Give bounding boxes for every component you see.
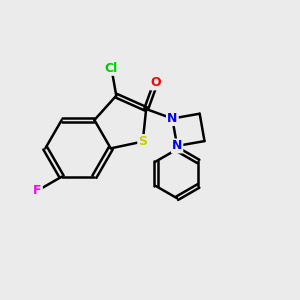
Text: F: F [33,184,42,197]
Text: N: N [167,112,178,125]
Text: S: S [138,135,147,148]
Text: O: O [150,76,161,89]
Text: Cl: Cl [105,62,118,75]
Text: N: N [172,140,182,152]
Text: N: N [167,112,178,125]
